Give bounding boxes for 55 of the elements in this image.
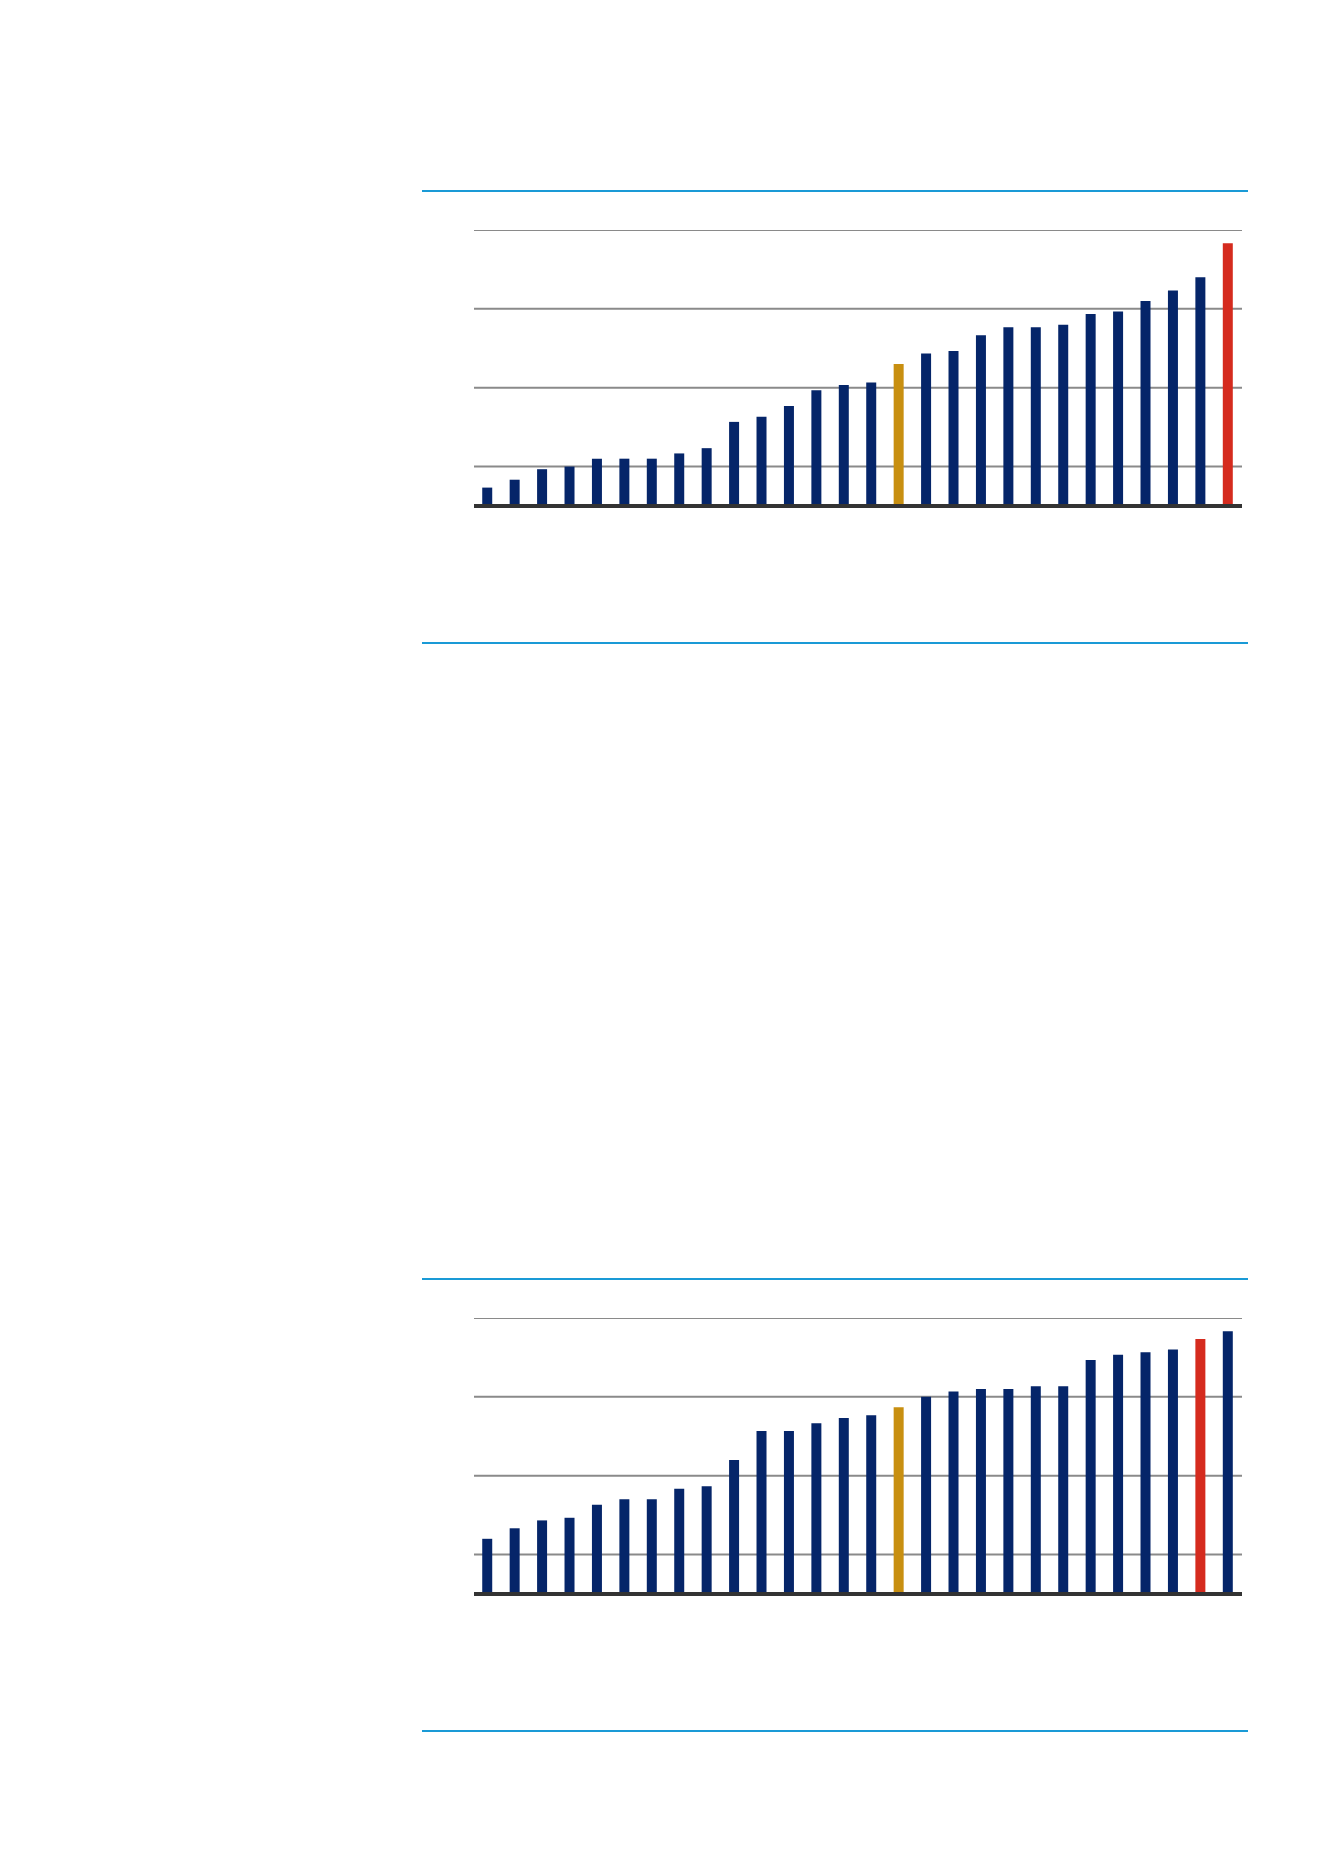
bar <box>646 1499 657 1594</box>
bar <box>537 469 548 506</box>
bar <box>1003 327 1014 506</box>
bar <box>701 448 712 506</box>
bar <box>1030 1386 1041 1594</box>
bar <box>674 1488 685 1594</box>
bar <box>1195 277 1206 506</box>
bar <box>537 1520 548 1594</box>
bar <box>948 350 959 506</box>
bar <box>921 353 932 506</box>
bar <box>729 1459 740 1594</box>
bar <box>591 1504 602 1594</box>
bar <box>838 385 849 506</box>
bar <box>1167 1349 1178 1594</box>
bar <box>1085 1360 1096 1594</box>
bar <box>564 466 575 506</box>
bar <box>509 1528 520 1594</box>
bar <box>756 416 767 506</box>
bar <box>866 382 877 506</box>
bar <box>1003 1388 1014 1594</box>
bar <box>1058 324 1069 506</box>
bar <box>783 406 794 506</box>
bar <box>893 364 904 506</box>
bar <box>619 458 630 506</box>
bar <box>564 1517 575 1594</box>
bar <box>729 421 740 506</box>
bar <box>619 1499 630 1594</box>
bar <box>1113 1354 1124 1594</box>
bar <box>509 479 520 506</box>
bar <box>948 1391 959 1594</box>
bar <box>1140 1352 1151 1594</box>
bar <box>1167 290 1178 506</box>
bar <box>1222 243 1233 506</box>
bar <box>893 1407 904 1594</box>
bar <box>1140 300 1151 506</box>
bar <box>866 1415 877 1594</box>
bar <box>1113 311 1124 506</box>
bar <box>674 453 685 506</box>
bar <box>783 1431 794 1594</box>
bar <box>811 390 822 506</box>
bar <box>1085 314 1096 506</box>
bar <box>591 458 602 506</box>
bar <box>1222 1331 1233 1594</box>
bar <box>921 1396 932 1594</box>
bar <box>838 1417 849 1594</box>
bar <box>1030 327 1041 506</box>
bar <box>975 335 986 506</box>
bar <box>811 1423 822 1594</box>
bar <box>646 458 657 506</box>
bar <box>756 1431 767 1594</box>
bar <box>975 1388 986 1594</box>
bar <box>482 1538 493 1594</box>
bar <box>1195 1339 1206 1594</box>
bar <box>1058 1386 1069 1594</box>
bar <box>701 1486 712 1594</box>
